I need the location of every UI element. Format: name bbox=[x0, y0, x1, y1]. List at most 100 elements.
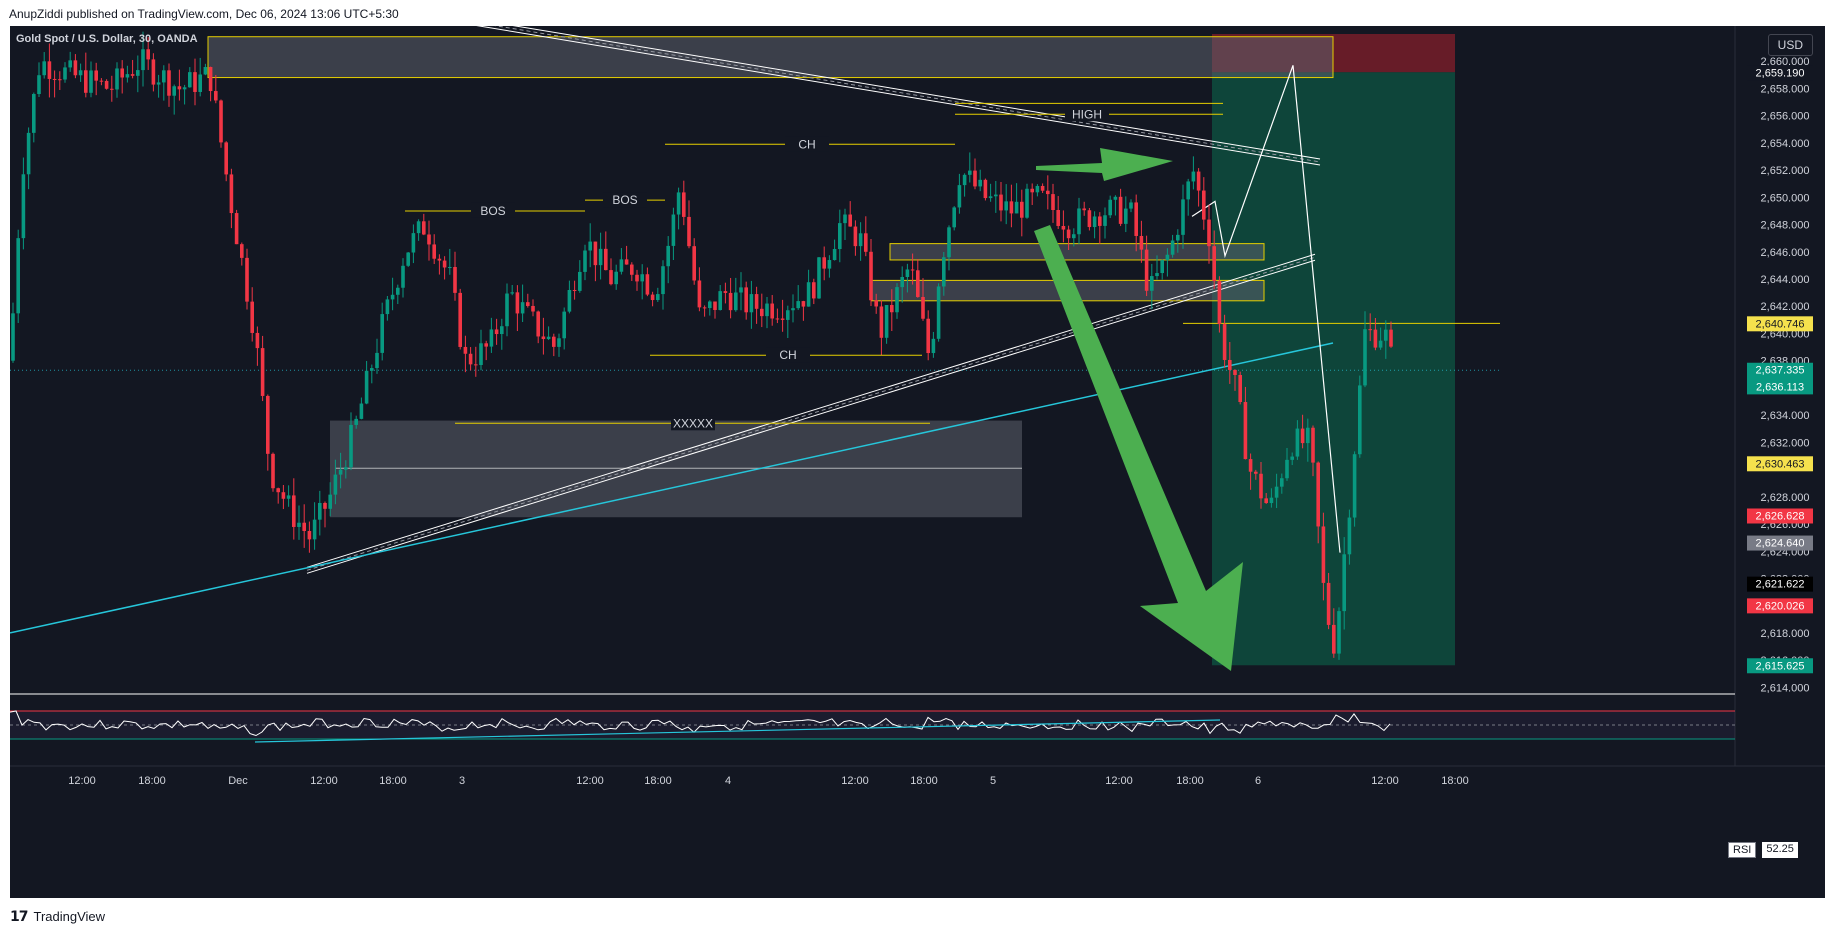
candle-body bbox=[479, 343, 483, 366]
candle-body bbox=[1072, 234, 1076, 239]
price-chart[interactable]: Gold Spot / U.S. Dollar, 30, OANDA BOS BOS… bbox=[10, 26, 1825, 898]
candle-body bbox=[1352, 454, 1357, 518]
candle-body bbox=[188, 72, 192, 88]
price-level-2624: 2,624.640 bbox=[1756, 538, 1805, 550]
x-tick-label: 4 bbox=[725, 775, 731, 787]
candle-body bbox=[1103, 215, 1107, 226]
candle bbox=[385, 296, 390, 321]
ascending-trendline-stroke-1 bbox=[306, 256, 1316, 571]
candle-body bbox=[770, 303, 774, 319]
candle-body bbox=[1332, 624, 1336, 654]
candle-body bbox=[682, 192, 686, 217]
candle-body bbox=[120, 68, 124, 78]
candle-body bbox=[219, 100, 223, 143]
candle-body bbox=[858, 233, 863, 247]
candle bbox=[978, 169, 982, 192]
candle-body bbox=[614, 271, 618, 285]
candle bbox=[754, 286, 759, 324]
candle bbox=[120, 60, 124, 94]
x-tick-label: 6 bbox=[1255, 775, 1261, 787]
candle-body bbox=[1285, 459, 1289, 479]
candle bbox=[630, 262, 634, 281]
candle bbox=[401, 258, 405, 298]
ch-label-top-group: CH bbox=[665, 136, 955, 152]
candle bbox=[1358, 375, 1362, 458]
candle-body bbox=[1150, 276, 1154, 291]
candle-body bbox=[214, 91, 218, 101]
candle-body bbox=[224, 142, 228, 175]
candle-body bbox=[489, 329, 494, 347]
candle-body bbox=[531, 305, 535, 312]
chart-frame[interactable]: Gold Spot / U.S. Dollar, 30, OANDA BOS BOS… bbox=[10, 26, 1825, 898]
candle bbox=[1368, 313, 1372, 342]
candle bbox=[713, 301, 717, 319]
candle-body bbox=[297, 522, 301, 527]
candle bbox=[718, 285, 722, 311]
candle bbox=[323, 501, 327, 528]
candle-body bbox=[1056, 210, 1060, 226]
candle-body bbox=[1243, 402, 1248, 460]
candle bbox=[224, 141, 228, 182]
candle bbox=[952, 206, 956, 231]
candle bbox=[999, 182, 1003, 222]
candle bbox=[104, 79, 109, 90]
candle bbox=[474, 346, 478, 377]
candle bbox=[947, 225, 951, 271]
candle-body bbox=[323, 502, 327, 509]
candle bbox=[676, 187, 681, 230]
candle bbox=[1347, 509, 1352, 565]
y-tick-label: 2,652.000 bbox=[1761, 165, 1810, 177]
descending-trendline bbox=[476, 26, 1321, 166]
candle-body bbox=[333, 474, 338, 495]
tradingview-brand[interactable]: 𝟭𝟳 TradingView bbox=[10, 908, 105, 925]
candle-body bbox=[697, 280, 702, 308]
candle bbox=[864, 216, 868, 257]
candle-body bbox=[136, 70, 140, 76]
candle bbox=[162, 65, 166, 101]
candle-body bbox=[385, 299, 390, 315]
candle bbox=[988, 183, 993, 202]
descending-trendline-stroke-0 bbox=[512, 26, 1321, 160]
candle-body bbox=[827, 260, 832, 269]
candle bbox=[567, 280, 572, 314]
candle-body bbox=[1300, 428, 1305, 444]
candle-body bbox=[936, 286, 941, 339]
candle-body bbox=[879, 306, 884, 338]
candle bbox=[1066, 225, 1071, 251]
candle bbox=[1098, 212, 1102, 244]
rsi-line bbox=[10, 710, 1391, 737]
candle bbox=[1326, 572, 1331, 630]
candle-body bbox=[1155, 273, 1159, 277]
candle bbox=[1040, 183, 1045, 194]
candle-body bbox=[1160, 260, 1164, 274]
candle-body bbox=[640, 274, 644, 282]
candle bbox=[89, 61, 93, 98]
candle bbox=[1170, 234, 1175, 258]
candle-body bbox=[598, 248, 603, 266]
candle-body bbox=[1098, 216, 1102, 226]
candle-body bbox=[578, 271, 582, 291]
x-tick-label: 18:00 bbox=[644, 775, 672, 787]
candle bbox=[1217, 276, 1222, 333]
candle bbox=[1124, 196, 1128, 233]
candle bbox=[156, 74, 161, 98]
price-level-2630: 2,630.463 bbox=[1756, 458, 1805, 470]
candle bbox=[656, 287, 660, 302]
candle bbox=[1222, 314, 1227, 368]
candle-body bbox=[687, 216, 691, 247]
candle-body bbox=[468, 353, 473, 365]
candle bbox=[905, 263, 910, 293]
candle-body bbox=[16, 238, 20, 314]
candle bbox=[786, 305, 790, 339]
candle bbox=[916, 258, 920, 298]
candle bbox=[942, 252, 946, 296]
candle bbox=[422, 213, 426, 236]
candle bbox=[874, 293, 878, 314]
x-tick-label: 18:00 bbox=[1441, 775, 1469, 787]
currency-button[interactable]: USD bbox=[1767, 34, 1813, 56]
candle-body bbox=[442, 260, 447, 268]
candle-body bbox=[832, 249, 837, 261]
candle bbox=[167, 63, 171, 107]
x-tick-label: 12:00 bbox=[576, 775, 604, 787]
candle bbox=[702, 305, 707, 317]
